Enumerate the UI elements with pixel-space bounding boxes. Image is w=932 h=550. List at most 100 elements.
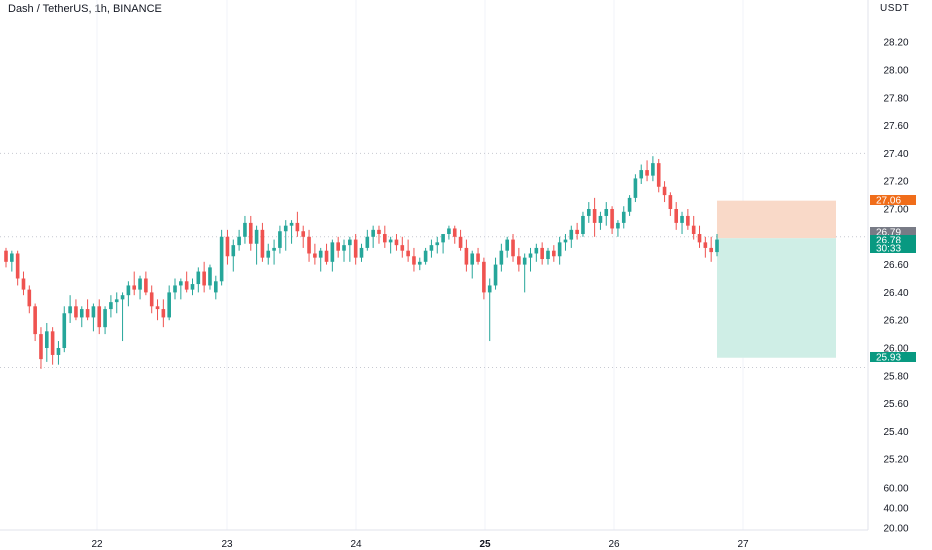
candle [91, 303, 96, 332]
candle [10, 250, 14, 272]
candle [342, 239, 346, 262]
candle [557, 236, 562, 265]
candle [213, 275, 218, 300]
target-price-tag: 25.93 [870, 352, 916, 364]
countdown-price-tag: 30:33 [870, 243, 916, 255]
y-tick-label: 28.00 [883, 66, 908, 77]
candle [703, 236, 708, 258]
candle [307, 229, 311, 262]
y-tick-label-lower: 40.00 [883, 504, 908, 515]
candle [50, 327, 55, 365]
candle [540, 242, 544, 265]
candle [27, 285, 32, 314]
candle [301, 225, 306, 248]
candle [336, 236, 340, 258]
candle [144, 271, 148, 296]
candle [231, 239, 236, 272]
time-axis[interactable]: 22 23 24 25 26 27 [91, 539, 749, 550]
candle [388, 236, 393, 254]
candle [441, 234, 445, 254]
candle [254, 225, 259, 265]
candle [464, 239, 469, 272]
candle [62, 306, 67, 353]
take-profit-zone[interactable] [717, 238, 836, 358]
candle [651, 156, 655, 182]
candle [633, 174, 638, 203]
candle [511, 234, 515, 262]
candle [412, 247, 416, 272]
candle [645, 160, 649, 182]
candle [581, 211, 585, 237]
candle [686, 209, 690, 230]
candle [417, 257, 422, 271]
candle [406, 239, 410, 262]
candle [295, 211, 300, 237]
candle [400, 236, 405, 258]
stop-tag-text: 27.06 [876, 196, 901, 207]
candle [522, 253, 527, 293]
entry-tag-text: 26.79 [876, 228, 901, 239]
candle [196, 267, 201, 293]
candle [237, 229, 241, 251]
candle [126, 281, 131, 307]
y-tick-label: 27.20 [883, 177, 908, 188]
candle [621, 206, 626, 229]
y-tick-label-lower: 20.00 [883, 524, 908, 535]
x-tick-label: 24 [350, 539, 362, 550]
candle [534, 243, 539, 262]
candle [656, 158, 661, 193]
candle [680, 211, 684, 235]
candle [546, 247, 550, 265]
candle [447, 225, 451, 240]
candle [493, 257, 498, 290]
candle [592, 197, 597, 237]
countdown-tag-text: 30:33 [876, 244, 901, 255]
candle [505, 236, 510, 258]
candle [68, 295, 72, 323]
candle [120, 292, 125, 342]
candle [272, 239, 276, 265]
candle [289, 220, 294, 244]
candle [552, 245, 556, 262]
candle [74, 299, 78, 321]
candle [452, 225, 457, 244]
candle [225, 229, 230, 265]
candle [15, 250, 20, 286]
candle [668, 192, 673, 216]
candle [563, 234, 568, 251]
x-tick-label: 27 [737, 539, 749, 550]
candle [470, 250, 475, 279]
candle [56, 341, 61, 365]
candle [103, 306, 107, 335]
candle [394, 234, 399, 251]
candle [616, 220, 620, 237]
x-tick-label: 26 [608, 539, 620, 550]
y-tick-label: 27.00 [883, 205, 908, 216]
candle [639, 164, 644, 184]
candle [377, 225, 381, 244]
x-tick-label: 22 [91, 539, 103, 550]
candle [243, 215, 247, 244]
candle [278, 225, 282, 254]
candle [482, 257, 486, 300]
stop-price-tag: 27.06 [870, 195, 916, 207]
candle [155, 299, 160, 321]
candle [487, 278, 492, 342]
y-tick-label: 26.00 [883, 344, 908, 355]
candle [114, 292, 119, 314]
candle [266, 243, 271, 265]
currency-label[interactable]: USDT [880, 3, 910, 14]
candle [610, 206, 614, 235]
candle [248, 215, 253, 251]
y-tick-label: 28.20 [883, 38, 908, 49]
candle [260, 222, 265, 262]
target-tag-text: 25.93 [876, 353, 901, 364]
y-tick-label: 25.20 [883, 455, 908, 466]
candle [39, 327, 43, 369]
stop-loss-zone[interactable] [717, 200, 836, 239]
candle [167, 285, 171, 321]
candle [161, 299, 166, 328]
candle [383, 225, 387, 248]
candle [79, 306, 84, 328]
